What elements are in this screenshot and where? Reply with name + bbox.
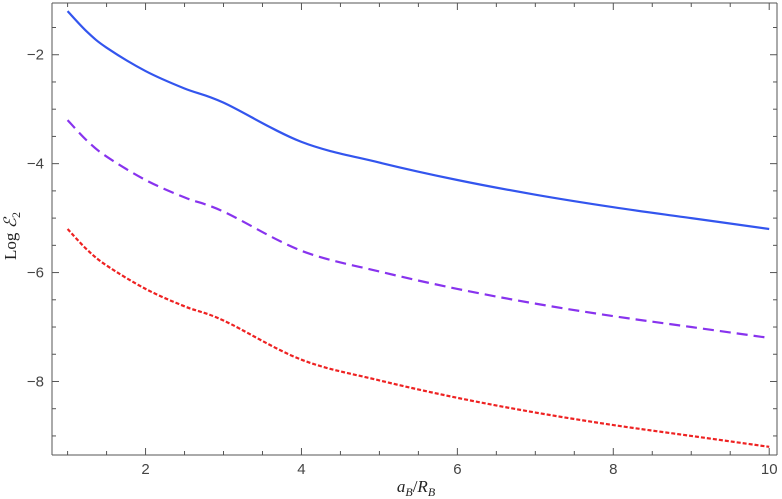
x-axis-label: aB/RB: [397, 477, 436, 499]
x-tick-label: 10: [761, 461, 778, 478]
series-line-solid: [66, 10, 770, 231]
series-line-dashed: [66, 119, 770, 340]
y-tick-label: −8: [27, 373, 44, 390]
y-tick-label: −2: [27, 47, 44, 64]
series-line-dotted: [66, 228, 770, 448]
plot-frame: [51, 2, 778, 456]
y-tick-label: −6: [27, 265, 44, 282]
y-axis-label: Log ℰ2: [1, 212, 23, 260]
x-tick-label: 6: [453, 461, 461, 478]
x-tick-label: 4: [297, 461, 305, 478]
series-layer: [66, 10, 770, 448]
x-axis-ticks: 2 4 6 8 10: [67, 3, 778, 478]
y-axis-ticks: −2 −4 −6 −8: [27, 27, 777, 437]
x-tick-label: 2: [141, 461, 149, 478]
y-tick-label: −4: [27, 156, 44, 173]
x-tick-label: 8: [609, 461, 617, 478]
